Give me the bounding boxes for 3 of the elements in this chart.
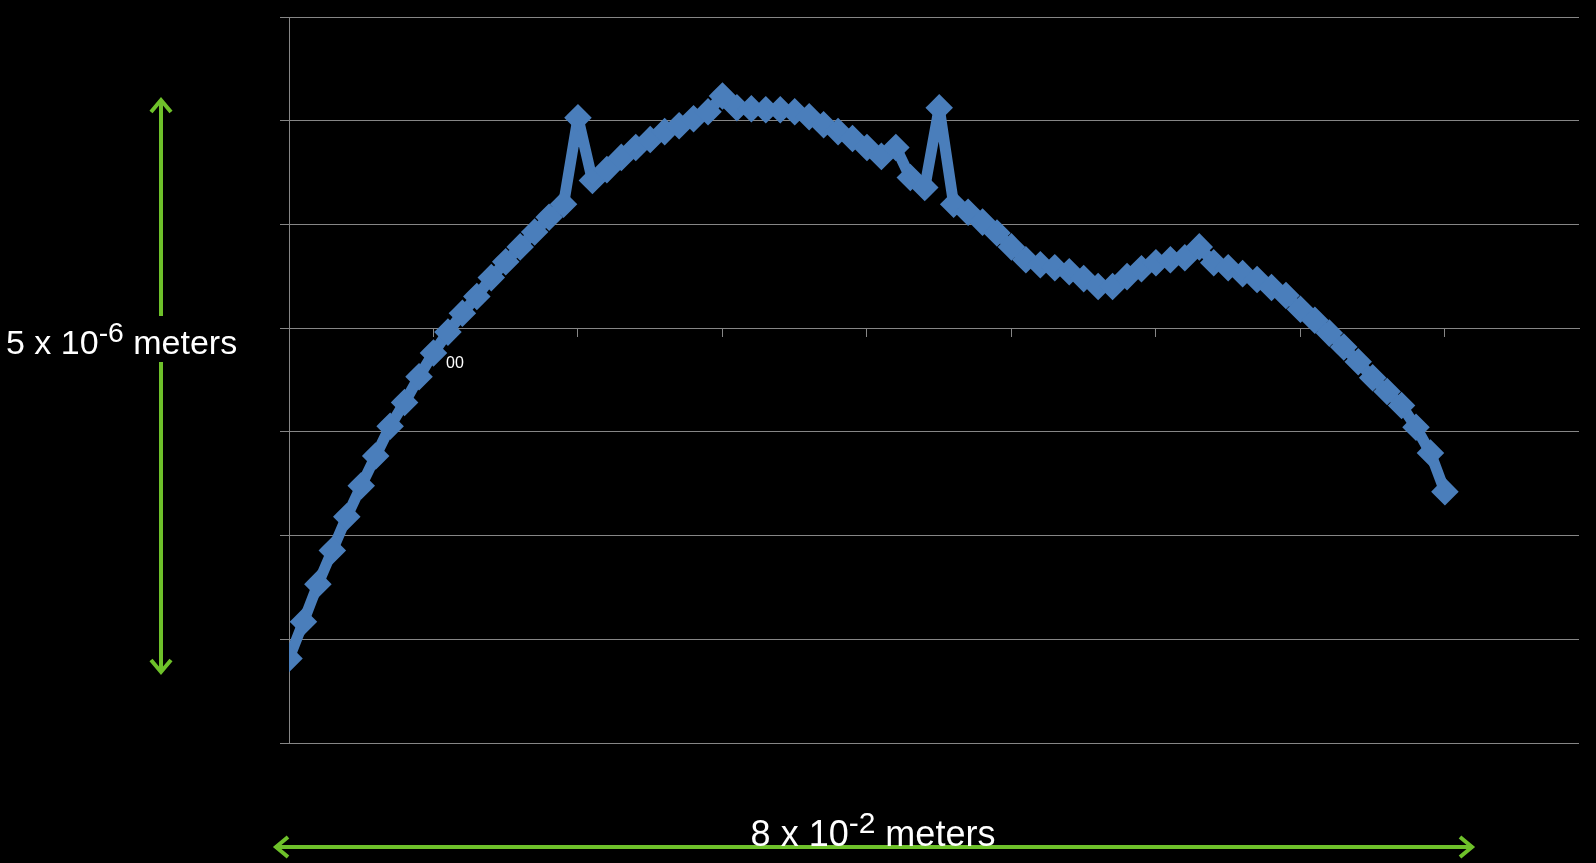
y-axis-title: 5 x 10$^{-6}$ meters [6,316,238,363]
annotation: 00 [446,354,464,372]
x-axis-title: 8 x 10$^{-2}$ meters [750,806,996,855]
